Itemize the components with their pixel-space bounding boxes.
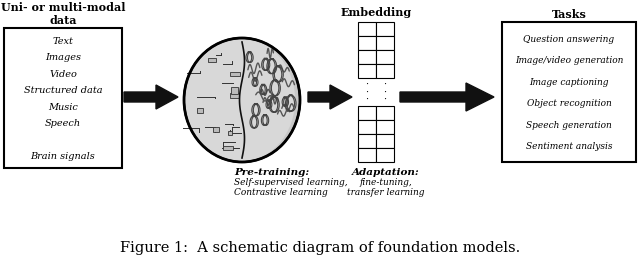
- Ellipse shape: [189, 38, 299, 162]
- Bar: [223, 146, 233, 150]
- Text: Speech generation: Speech generation: [526, 121, 612, 130]
- Bar: [358, 36, 376, 50]
- Bar: [358, 134, 376, 148]
- Bar: [212, 127, 219, 132]
- Bar: [376, 148, 394, 162]
- Bar: [376, 22, 394, 36]
- Bar: [358, 64, 376, 78]
- Text: Text: Text: [52, 37, 74, 46]
- Bar: [228, 131, 232, 135]
- Ellipse shape: [185, 38, 295, 162]
- Text: ·
·
·: · · ·: [383, 80, 387, 104]
- Text: Pre-training:: Pre-training:: [234, 168, 309, 177]
- Bar: [358, 106, 376, 120]
- Bar: [376, 50, 394, 64]
- Bar: [376, 64, 394, 78]
- FancyArrow shape: [400, 83, 494, 111]
- Text: Uni- or multi-modal
data: Uni- or multi-modal data: [1, 2, 125, 26]
- Text: Tasks: Tasks: [552, 9, 586, 20]
- Text: Brain signals: Brain signals: [31, 152, 95, 161]
- FancyArrow shape: [124, 85, 178, 109]
- Text: Embedding: Embedding: [340, 7, 412, 18]
- Text: Figure 1:  A schematic diagram of foundation models.: Figure 1: A schematic diagram of foundat…: [120, 241, 520, 255]
- Bar: [4, 28, 122, 168]
- Text: Self-supervised learning,
Contrastive learning: Self-supervised learning, Contrastive le…: [234, 178, 348, 197]
- FancyArrow shape: [308, 85, 352, 109]
- Bar: [376, 120, 394, 134]
- Text: Image/video generation: Image/video generation: [515, 56, 623, 65]
- Bar: [376, 134, 394, 148]
- Text: Speech: Speech: [45, 119, 81, 128]
- Text: fine-tuning,
transfer learning: fine-tuning, transfer learning: [348, 178, 425, 197]
- Bar: [358, 120, 376, 134]
- Bar: [230, 93, 239, 98]
- Bar: [358, 148, 376, 162]
- Text: Image captioning: Image captioning: [529, 78, 609, 87]
- Bar: [231, 87, 238, 93]
- Text: Object recognition: Object recognition: [527, 99, 611, 108]
- Text: Adaptation:: Adaptation:: [352, 168, 420, 177]
- Text: Images: Images: [45, 53, 81, 62]
- Text: Sentiment analysis: Sentiment analysis: [525, 142, 612, 152]
- Bar: [502, 22, 636, 162]
- Bar: [208, 58, 216, 62]
- Bar: [358, 22, 376, 36]
- Text: ·
·
·: · · ·: [365, 80, 369, 104]
- Bar: [358, 50, 376, 64]
- Text: Music: Music: [48, 102, 78, 112]
- Text: Question answering: Question answering: [524, 35, 614, 44]
- Bar: [376, 36, 394, 50]
- Text: Structured data: Structured data: [24, 86, 102, 95]
- Text: Video: Video: [49, 70, 77, 79]
- Bar: [197, 109, 203, 113]
- Bar: [376, 106, 394, 120]
- Bar: [230, 72, 241, 76]
